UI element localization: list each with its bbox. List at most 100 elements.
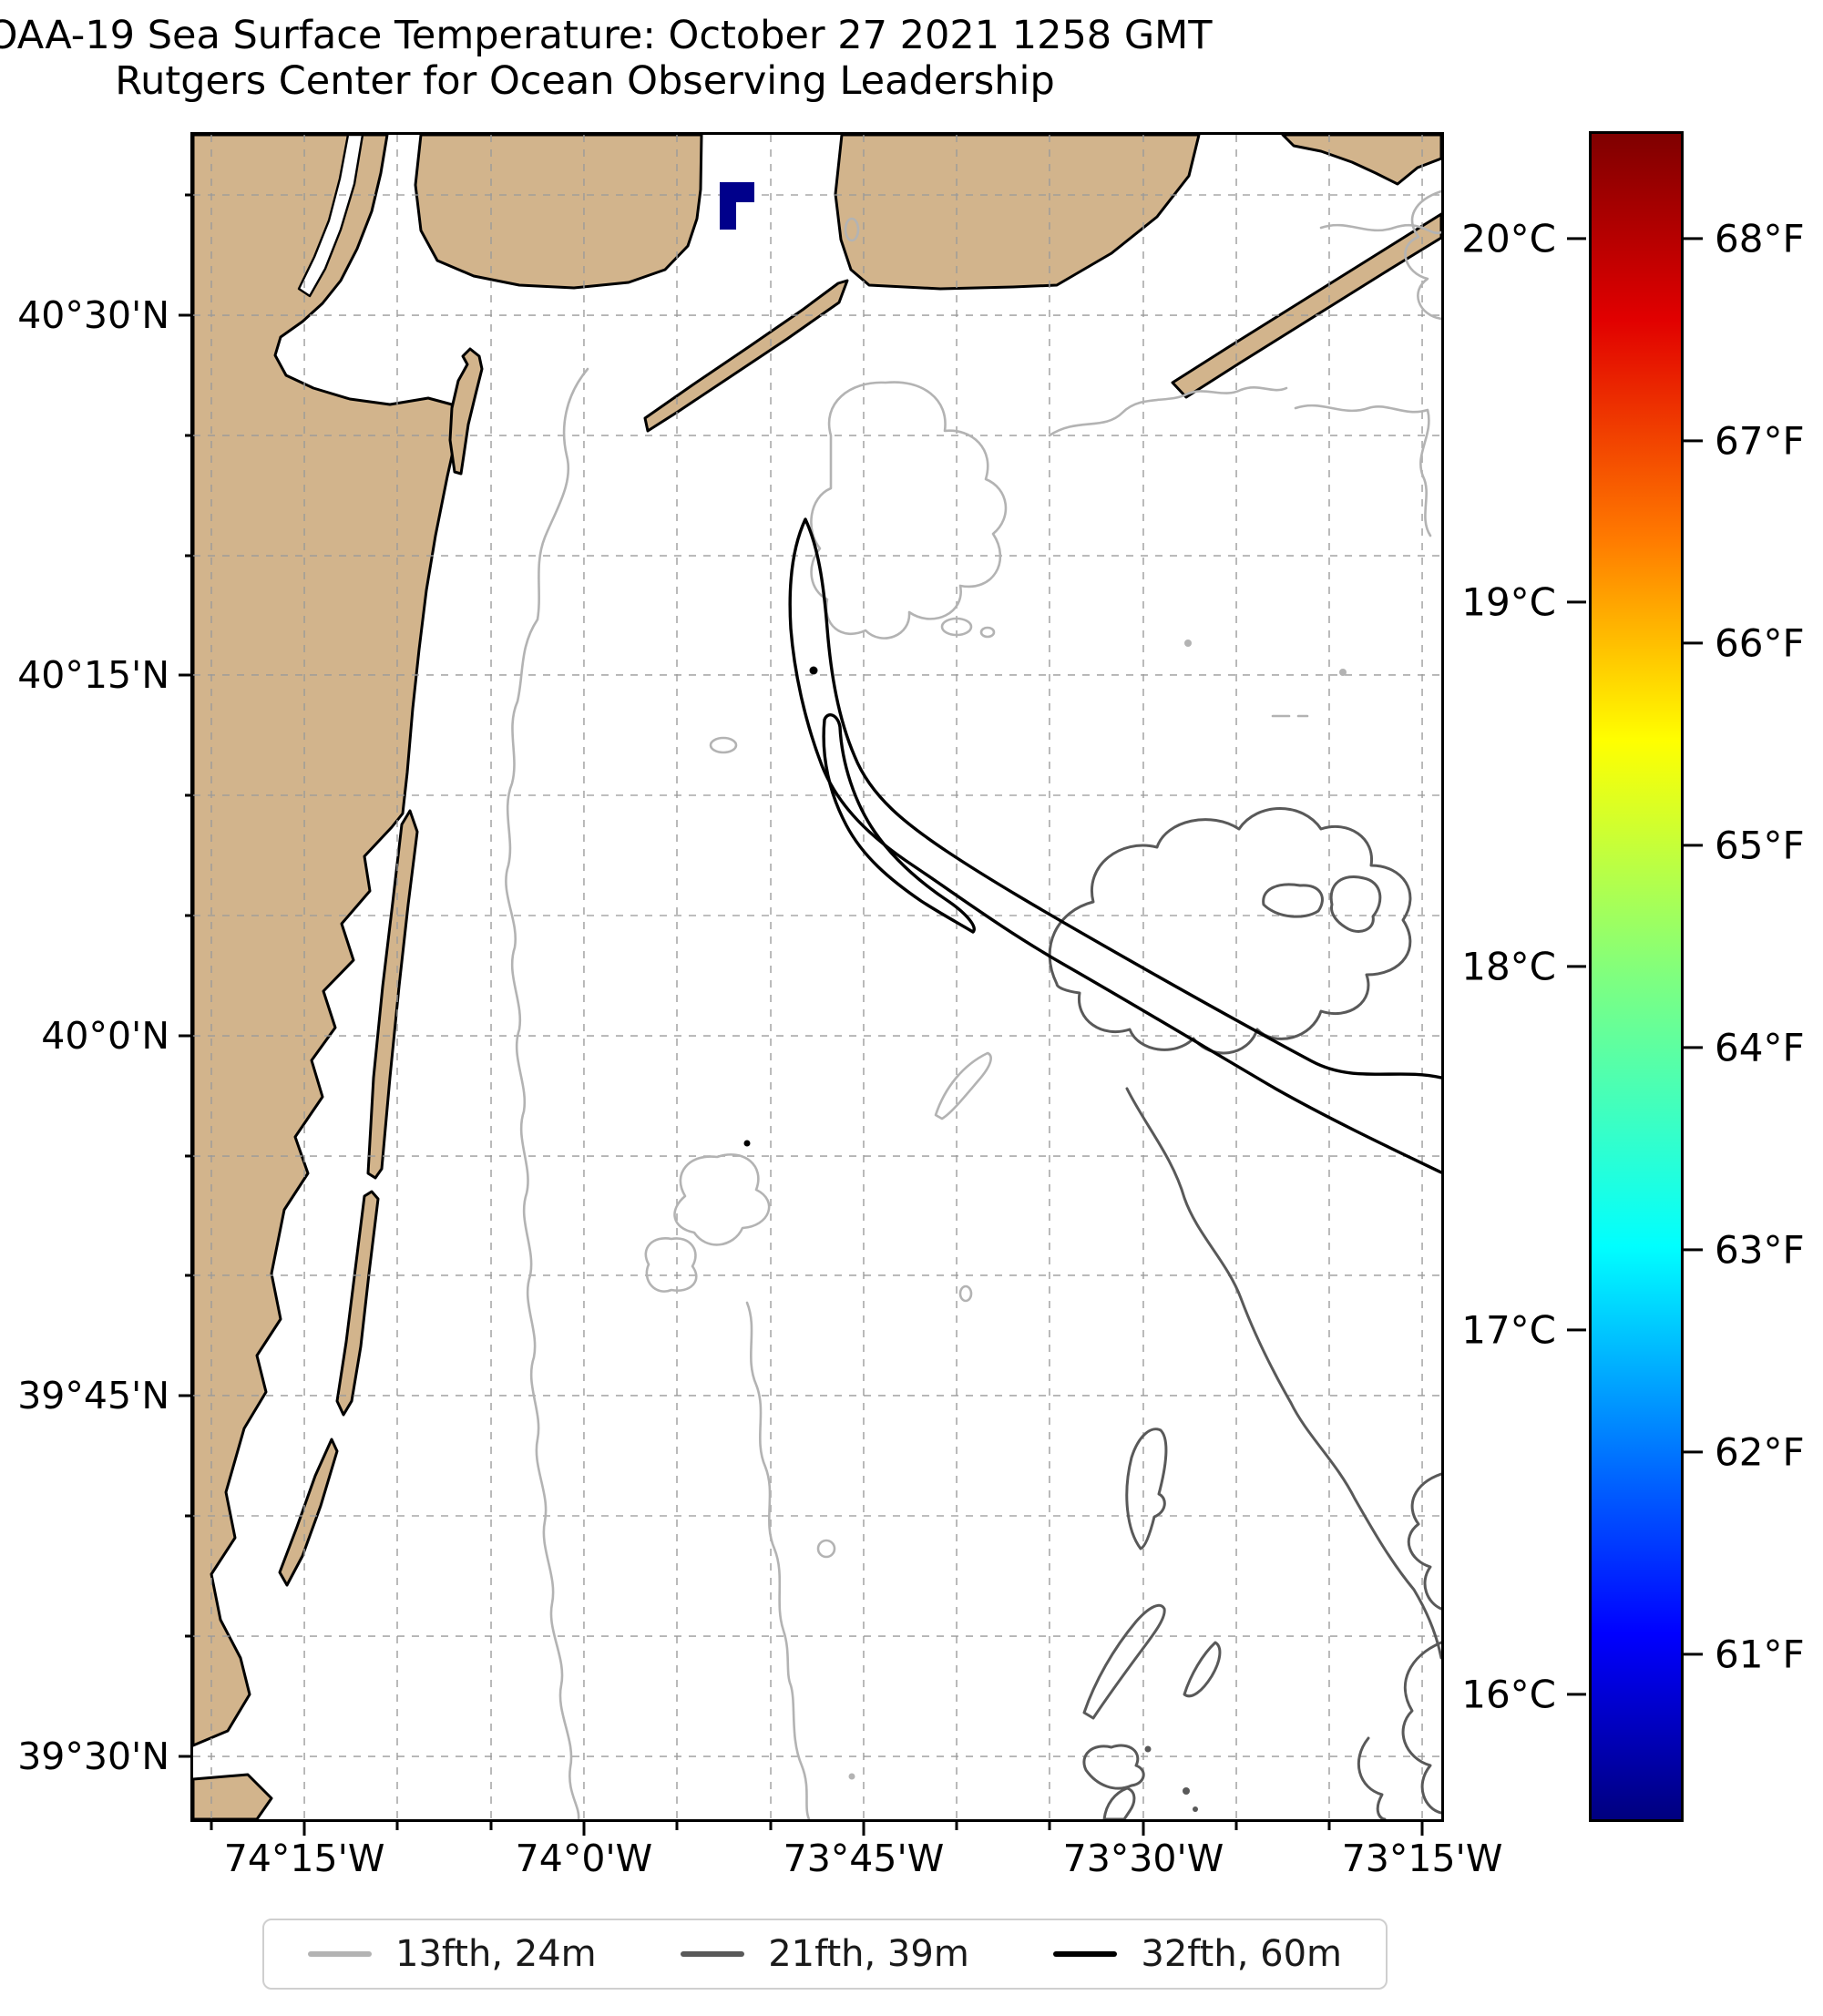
colorbar-fahrenheit-tick xyxy=(1684,439,1703,443)
colorbar-celsius-label: 18°C xyxy=(1461,944,1556,989)
contour-21fth-dot-b xyxy=(1183,1787,1190,1795)
land-barrier-island-north xyxy=(366,809,419,1180)
land-group xyxy=(193,135,1441,1819)
contour-21fth-upper-complex xyxy=(1048,807,1412,1055)
contour-21fth-oval xyxy=(1125,1428,1168,1550)
map-canvas xyxy=(193,135,1441,1819)
y-axis-tick xyxy=(185,1514,193,1518)
x-axis-tick xyxy=(395,1821,399,1830)
y-axis-tick xyxy=(185,793,193,797)
contour-21fth-right-edge-3 xyxy=(1357,1736,1387,1819)
land-brooklyn xyxy=(414,135,703,290)
contour-21fth-bottom-blob-a xyxy=(1082,1744,1145,1790)
colorbar-celsius-label: 20°C xyxy=(1461,216,1556,261)
contour-21fth-long-line xyxy=(1125,1087,1441,1660)
x-axis-label: 74°15'W xyxy=(223,1837,385,1880)
x-axis-tick xyxy=(1234,1821,1238,1830)
contour-13fth-oval-c xyxy=(709,736,738,754)
y-axis-label: 40°0'N xyxy=(41,1014,169,1059)
colorbar-fahrenheit-label: 66°F xyxy=(1715,620,1805,666)
contour-32fth-hudson-shelf-valley xyxy=(788,517,1441,1174)
colorbar xyxy=(1589,131,1684,1822)
colorbar-fahrenheit-label: 64°F xyxy=(1715,1025,1805,1070)
colorbar-celsius-tick xyxy=(1567,1328,1586,1332)
x-axis-tick xyxy=(1420,1821,1424,1836)
colorbar-fahrenheit-tick xyxy=(1684,641,1703,645)
legend-label: 32fth, 60m xyxy=(1141,1933,1342,1975)
y-axis-label: 39°45'N xyxy=(17,1373,169,1417)
y-axis-tick xyxy=(185,434,193,437)
land-new-jersey xyxy=(193,135,458,1747)
legend-item: 21fth, 39m xyxy=(681,1933,969,1975)
contour-13fth-main xyxy=(505,367,589,1819)
y-axis-tick xyxy=(179,673,193,677)
contour-13fth-bottom-blob-2 xyxy=(644,1237,698,1293)
x-axis-tick xyxy=(862,1821,865,1836)
contour-13fth-oval-b xyxy=(979,626,996,639)
y-axis-tick xyxy=(185,193,193,197)
contour-32fth-dot-b xyxy=(743,1140,751,1147)
contour-21fth-sliver xyxy=(1082,1603,1166,1720)
land-long-island xyxy=(834,135,1201,291)
colorbar-fahrenheit-tick xyxy=(1684,844,1703,847)
contour-21fth-right-edge-2 xyxy=(1401,1641,1441,1815)
contour-32fth-inner-channel xyxy=(822,713,976,934)
y-axis-tick xyxy=(185,914,193,917)
y-axis-label: 39°30'N xyxy=(17,1735,169,1779)
figure-subtitle: Rutgers Center for Ocean Observing Leade… xyxy=(115,58,1055,104)
colorbar-fahrenheit-label: 63°F xyxy=(1715,1227,1805,1273)
colorbar-celsius-tick xyxy=(1567,1693,1586,1696)
contour-13fth-sliver xyxy=(934,1051,992,1121)
x-axis-tick xyxy=(769,1821,773,1830)
contour-13fth-topright-3 xyxy=(1294,404,1432,537)
colorbar-fahrenheit-label: 68°F xyxy=(1715,216,1805,261)
y-axis-tick xyxy=(185,554,193,558)
x-axis-tick xyxy=(955,1821,958,1830)
sst-data-patch xyxy=(720,182,754,230)
colorbar-celsius-tick xyxy=(1567,237,1586,240)
y-axis-label: 40°30'N xyxy=(17,293,169,338)
colorbar-fahrenheit-label: 61°F xyxy=(1715,1632,1805,1677)
colorbar-celsius-label: 19°C xyxy=(1461,579,1556,625)
contour-21fth-right-edge-1 xyxy=(1407,1472,1441,1611)
contour-13fth-bottom-blob-1 xyxy=(673,1153,771,1246)
legend-label: 13fth, 24m xyxy=(395,1933,597,1975)
legend-line-swatch xyxy=(681,1951,745,1957)
colorbar-fahrenheit-tick xyxy=(1684,1653,1703,1656)
y-axis-label: 40°15'N xyxy=(17,652,169,697)
land-sandy-hook xyxy=(448,347,484,476)
colorbar-celsius-label: 17°C xyxy=(1461,1307,1556,1353)
contour-13fth-bottom-wiggle xyxy=(745,1301,811,1819)
y-axis-tick xyxy=(185,1154,193,1158)
legend-label: 21fth, 39m xyxy=(768,1933,969,1975)
contour-13fth-dot-b xyxy=(1339,669,1347,676)
legend-item: 13fth, 24m xyxy=(308,1933,597,1975)
x-axis-label: 73°30'W xyxy=(1062,1837,1224,1880)
legend-line-swatch xyxy=(1053,1951,1118,1957)
x-axis-tick xyxy=(1048,1821,1051,1830)
contour-32fth-dot-a xyxy=(809,666,818,675)
y-axis-tick xyxy=(179,1034,193,1038)
contour-21fth-blob-1 xyxy=(1262,883,1324,918)
water-arthur-kill-channel xyxy=(297,135,364,298)
contour-21fth-group xyxy=(1048,807,1441,1819)
colorbar-fahrenheit-label: 67°F xyxy=(1715,418,1805,464)
legend-item: 32fth, 60m xyxy=(1053,1933,1342,1975)
x-axis-label: 73°15'W xyxy=(1341,1837,1503,1880)
contour-13fth-topright-1 xyxy=(1319,223,1441,235)
contour-13fth-topright-2 xyxy=(1048,385,1288,437)
depth-contour-legend: 13fth, 24m 21fth, 39m 32fth, 60m xyxy=(262,1919,1388,1990)
y-axis-tick xyxy=(179,313,193,317)
contour-13fth-group xyxy=(505,189,1441,1819)
land-rockaway-spit xyxy=(643,279,849,433)
contour-32fth-group xyxy=(743,517,1441,1174)
contour-21fth-dot-c xyxy=(1193,1806,1198,1812)
contour-21fth-bottom-blob-b xyxy=(1102,1786,1136,1819)
contour-13fth-dot-c xyxy=(848,1773,855,1780)
colorbar-celsius-label: 16°C xyxy=(1461,1672,1556,1717)
land-long-island-east xyxy=(1281,135,1441,186)
contour-21fth-dot-a xyxy=(1144,1745,1152,1753)
land-barrier-island-south xyxy=(278,1438,339,1587)
colorbar-fahrenheit-tick xyxy=(1684,1248,1703,1252)
contour-13fth-harbor-oval xyxy=(844,217,860,242)
